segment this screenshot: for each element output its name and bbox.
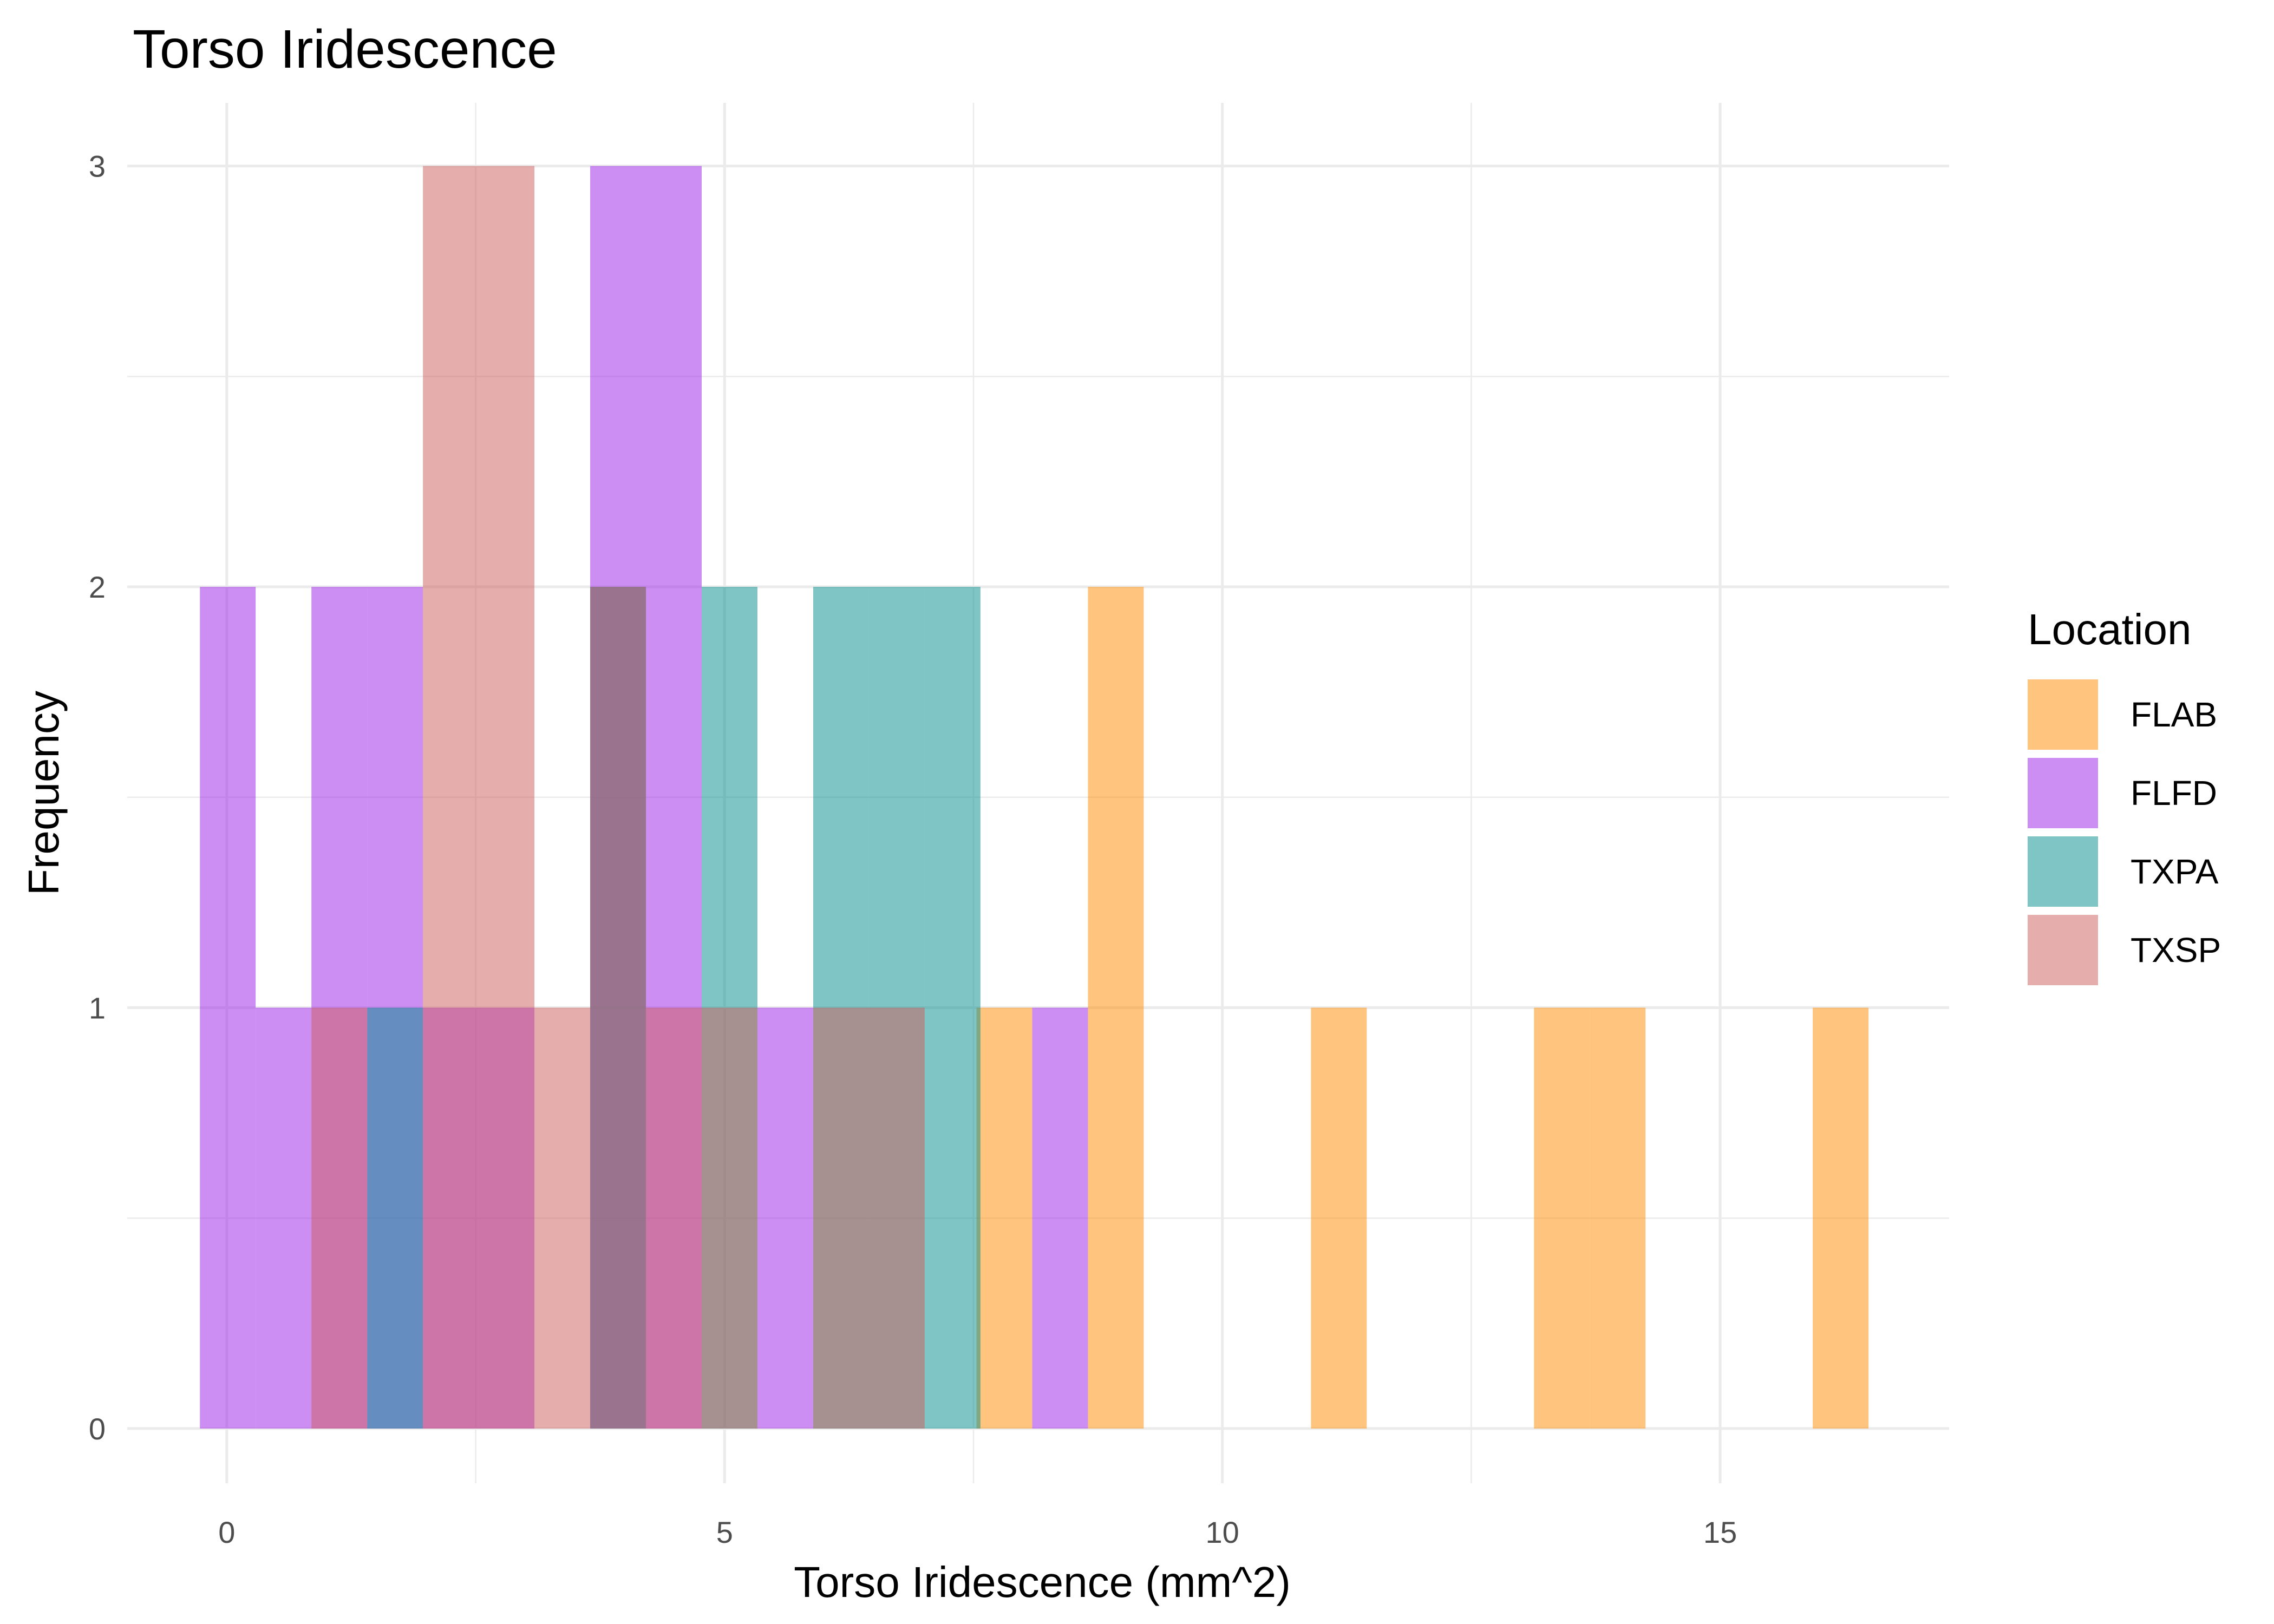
legend-key-txpa — [2028, 836, 2098, 907]
histogram-bar — [646, 1007, 702, 1429]
x-tick-label: 0 — [218, 1515, 235, 1549]
histogram-bar — [1534, 1007, 1590, 1429]
x-axis-title: Torso Iridescence (mm^2) — [794, 1558, 1291, 1606]
histogram-bars — [200, 166, 1869, 1429]
legend-items: FLAB FLFD TXPA TXSP — [2028, 679, 2221, 985]
histogram-bar — [200, 587, 256, 1429]
chart-title: Torso Iridescence — [133, 19, 557, 80]
histogram-bar — [924, 587, 981, 1429]
histogram-bar — [423, 166, 479, 1429]
legend: Location FLAB FLFD TXPA TXSP — [2028, 605, 2221, 985]
histogram-bar — [1813, 1007, 1869, 1429]
x-tick-label: 15 — [1703, 1515, 1737, 1549]
histogram-bar — [757, 1007, 813, 1429]
y-tick-label: 2 — [89, 570, 106, 604]
histogram-bar — [1032, 1007, 1088, 1429]
legend-key-flfd — [2028, 758, 2098, 828]
histogram-bar — [367, 1007, 423, 1429]
x-tick-label: 5 — [716, 1515, 733, 1549]
histogram-bar — [813, 1007, 869, 1429]
x-tick-label: 10 — [1206, 1515, 1239, 1549]
histogram-bar — [590, 587, 646, 1429]
histogram-bar — [1590, 1007, 1646, 1429]
series-txsp — [311, 166, 925, 1429]
legend-label-flab: FLAB — [2131, 695, 2217, 734]
histogram-bar — [976, 1007, 1033, 1429]
y-tick-label: 1 — [89, 991, 106, 1025]
histogram-bar — [701, 1007, 757, 1429]
histogram-bar — [479, 166, 535, 1429]
histogram-bar — [256, 1007, 312, 1429]
histogram-bar — [311, 1007, 368, 1429]
legend-label-txsp: TXSP — [2131, 931, 2221, 970]
legend-label-flfd: FLFD — [2131, 774, 2217, 813]
histogram-bar — [534, 1007, 591, 1429]
histogram-bar — [1088, 587, 1144, 1429]
y-axis-title: Frequency — [19, 691, 68, 895]
histogram-bar — [868, 1007, 925, 1429]
y-tick-label: 3 — [89, 149, 106, 184]
axes: 0 5 10 15 0 1 2 3 — [89, 149, 1737, 1549]
y-tick-label: 0 — [89, 1412, 106, 1446]
legend-key-flab — [2028, 679, 2098, 750]
legend-label-txpa: TXPA — [2131, 852, 2219, 891]
series-flab — [976, 587, 1869, 1429]
histogram-bar — [1311, 1007, 1367, 1429]
legend-title: Location — [2028, 605, 2191, 653]
legend-key-txsp — [2028, 915, 2098, 985]
